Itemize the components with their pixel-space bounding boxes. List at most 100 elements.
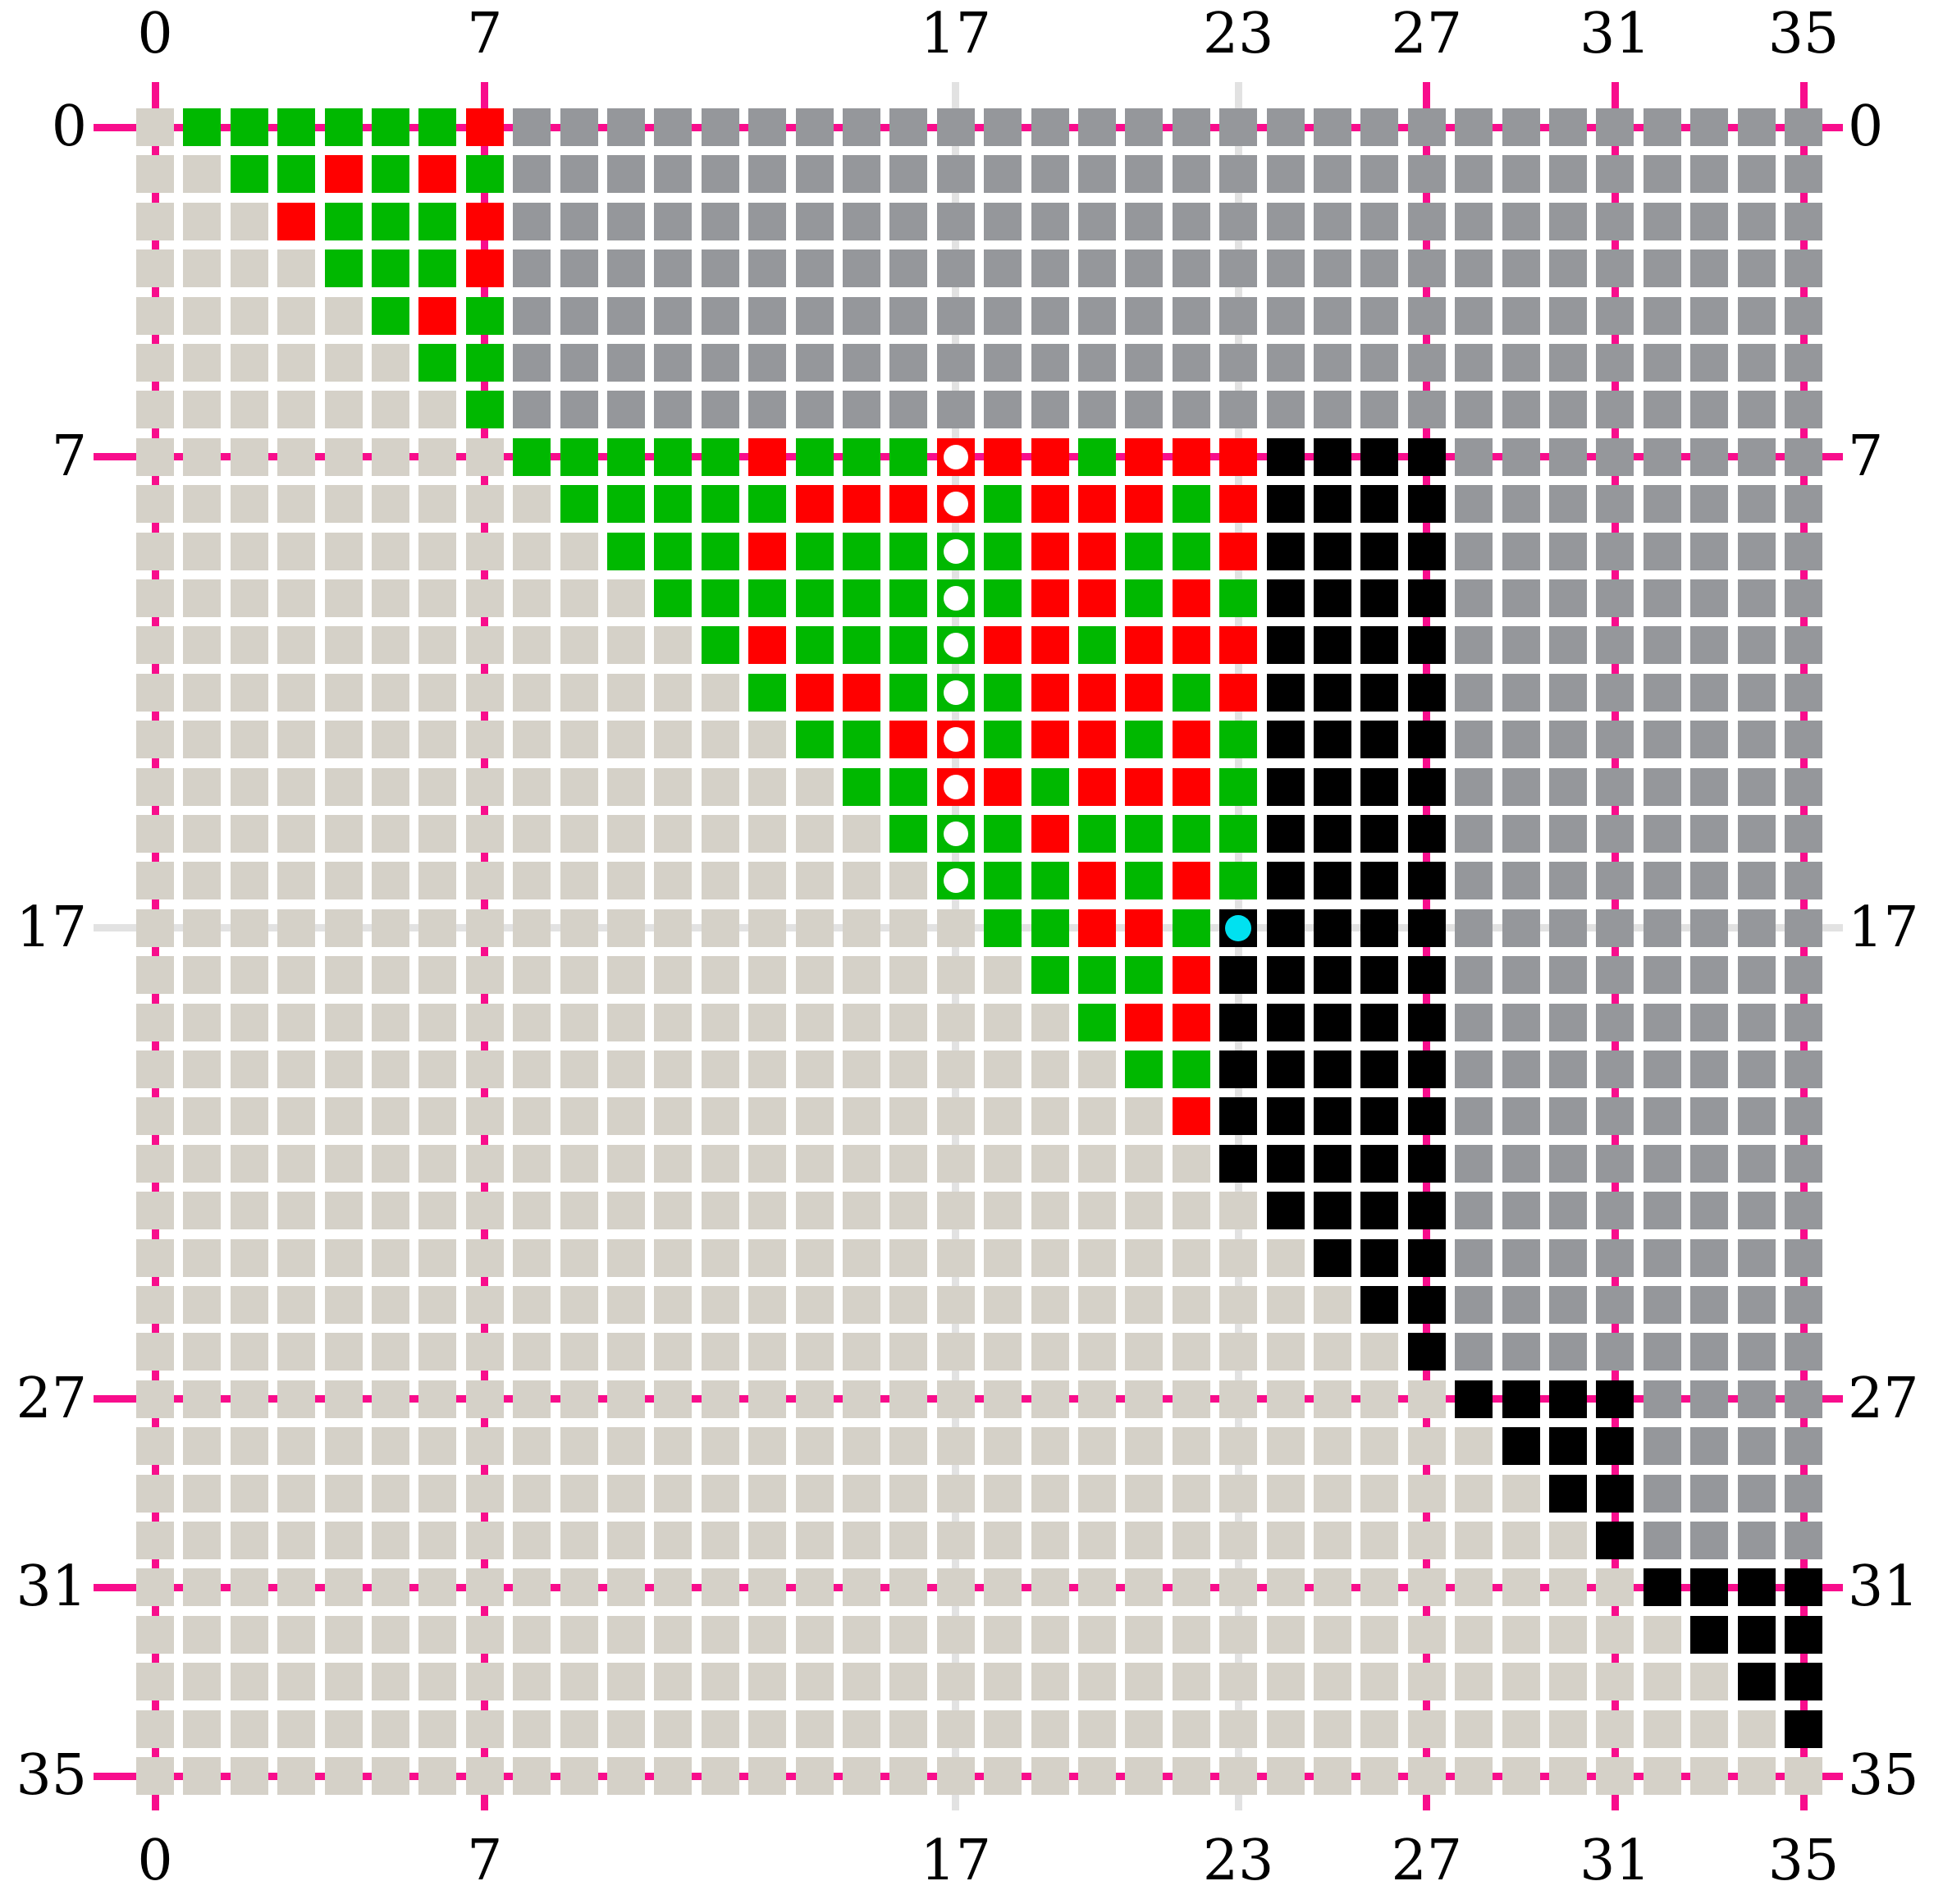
grid-cell	[324, 1709, 363, 1748]
grid-cell	[1643, 155, 1681, 194]
grid-cell	[748, 437, 787, 476]
grid-cell	[465, 1333, 504, 1371]
grid-cell	[1219, 626, 1258, 665]
grid-cell	[1031, 532, 1069, 570]
grid-cell	[324, 1238, 363, 1277]
grid-cell	[701, 1144, 739, 1183]
grid-cell	[1455, 1097, 1493, 1136]
grid-cell	[277, 1474, 316, 1513]
grid-cell	[1078, 1568, 1116, 1607]
grid-cell	[230, 391, 268, 429]
grid-cell	[277, 437, 316, 476]
white-circle-marker	[943, 822, 968, 846]
grid-cell	[560, 815, 598, 853]
grid-cell	[1549, 202, 1587, 240]
grid-cell	[1078, 1615, 1116, 1654]
grid-cell	[513, 1286, 551, 1324]
grid-cell	[607, 626, 645, 665]
grid-cell	[748, 1097, 787, 1136]
grid-cell	[418, 485, 457, 524]
grid-cell	[936, 391, 975, 429]
grid-cell	[1360, 1427, 1399, 1466]
grid-cell	[1314, 1568, 1351, 1607]
grid-cell	[418, 1333, 457, 1371]
grid-cell	[1219, 1757, 1258, 1795]
grid-cell	[560, 579, 598, 617]
grid-cell	[1549, 1144, 1587, 1183]
grid-cell	[1737, 1522, 1776, 1559]
grid-cell	[1455, 1615, 1493, 1654]
grid-cell	[889, 626, 928, 665]
grid-cell	[1172, 1050, 1210, 1088]
axis-label-right-17: 17	[1848, 895, 1919, 960]
grid-cell	[843, 391, 880, 429]
grid-cell	[1219, 1615, 1258, 1654]
grid-cell	[1643, 1757, 1681, 1795]
grid-cell	[1314, 391, 1351, 429]
grid-cell	[1596, 1522, 1634, 1559]
grid-cell	[1549, 391, 1587, 429]
grid-cell	[795, 1192, 834, 1230]
grid-cell	[701, 1474, 739, 1513]
grid-cell	[513, 1380, 551, 1418]
grid-cell	[701, 485, 739, 524]
grid-cell	[372, 391, 409, 429]
grid-cell	[701, 721, 739, 759]
grid-cell	[795, 862, 834, 900]
grid-cell	[465, 1568, 504, 1607]
grid-cell	[324, 108, 363, 146]
grid-cell	[1078, 344, 1116, 382]
grid-cell	[1737, 202, 1776, 240]
grid-cell	[1266, 1333, 1305, 1371]
grid-cell	[1314, 673, 1351, 712]
grid-cell	[1314, 767, 1351, 806]
grid-cell	[183, 485, 222, 524]
grid-cell	[324, 344, 363, 382]
grid-cell	[1643, 767, 1681, 806]
grid-cell	[984, 1003, 1022, 1041]
grid-cell	[936, 1097, 975, 1136]
grid-cell	[1219, 1427, 1258, 1466]
grid-cell	[1219, 862, 1258, 900]
grid-cell	[1219, 767, 1258, 806]
grid-cell	[136, 909, 174, 947]
grid-cell	[1266, 956, 1305, 995]
grid-cell	[1360, 626, 1399, 665]
grid-cell	[1596, 1474, 1634, 1513]
grid-cell	[418, 532, 457, 570]
grid-cell	[1360, 1663, 1399, 1701]
grid-cell	[701, 579, 739, 617]
grid-cell	[1502, 815, 1540, 853]
grid-cell	[418, 815, 457, 853]
grid-cell	[465, 344, 504, 382]
grid-cell	[1031, 1050, 1069, 1088]
grid-cell	[654, 1757, 693, 1795]
axis-label-top-35: 35	[1767, 2, 1840, 66]
grid-cell	[936, 108, 975, 146]
grid-cell	[1549, 815, 1587, 853]
grid-cell	[560, 626, 598, 665]
grid-cell	[513, 1238, 551, 1277]
grid-cell	[843, 1144, 880, 1183]
grid-cell	[136, 532, 174, 570]
grid-cell	[136, 108, 174, 146]
grid-cell	[607, 1615, 645, 1654]
grid-cell	[795, 249, 834, 288]
grid-cell	[1125, 956, 1164, 995]
grid-cell	[1219, 1003, 1258, 1041]
grid-cell	[1690, 1238, 1729, 1277]
grid-cell	[277, 391, 316, 429]
grid-cell	[1737, 1380, 1776, 1418]
grid-cell	[230, 155, 268, 194]
grid-cell	[654, 108, 693, 146]
grid-cell	[1690, 1286, 1729, 1324]
grid-cell	[1502, 909, 1540, 947]
grid-cell	[277, 155, 316, 194]
grid-cell	[136, 249, 174, 288]
grid-cell	[748, 1709, 787, 1748]
grid-cell	[984, 437, 1022, 476]
grid-cell	[701, 1097, 739, 1136]
grid-cell	[324, 1192, 363, 1230]
grid-cell	[1643, 437, 1681, 476]
grid-cell	[1407, 202, 1446, 240]
